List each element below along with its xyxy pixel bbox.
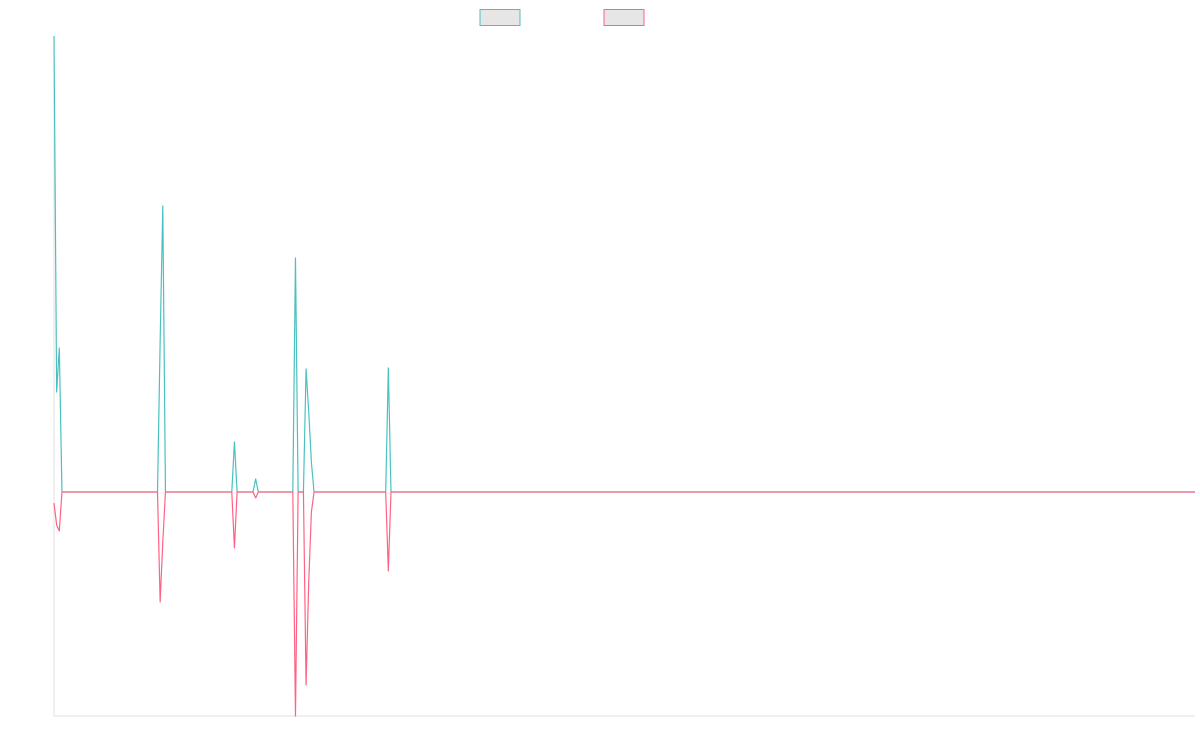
legend-swatch <box>603 9 645 26</box>
data-line <box>53 35 1195 493</box>
legend-swatch <box>479 9 521 26</box>
data-line <box>53 491 1195 717</box>
